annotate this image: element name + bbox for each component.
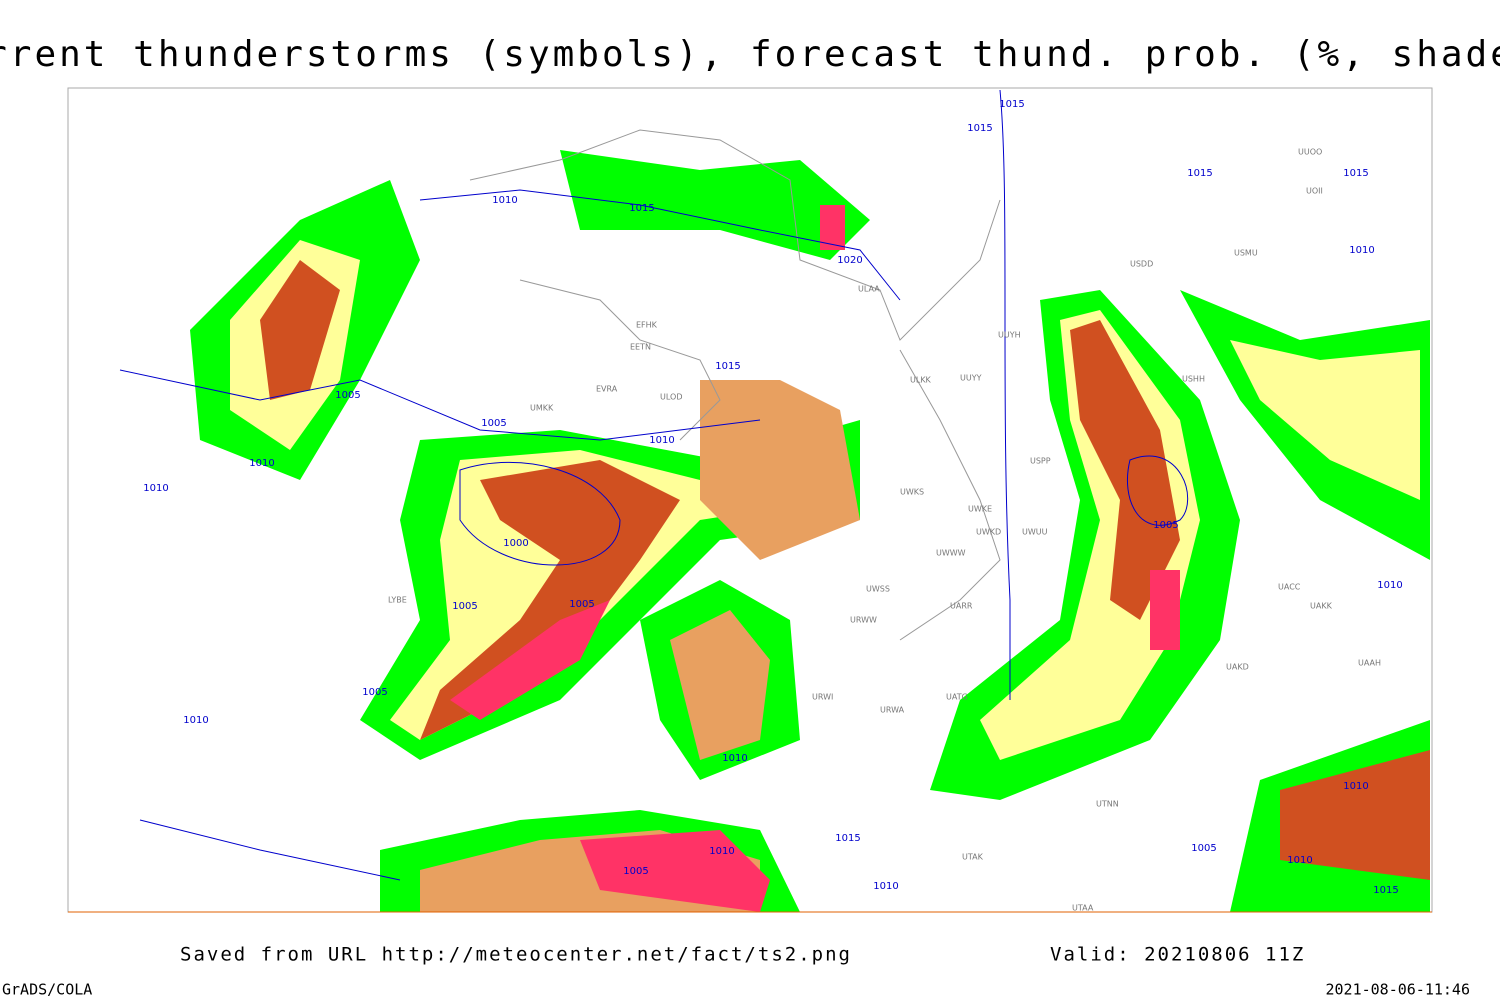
station-label: USPP bbox=[1030, 457, 1051, 466]
station-label: UAKD bbox=[1226, 663, 1249, 672]
station-label: UAAH bbox=[1358, 659, 1381, 668]
isobar-labels: 1015 1015 1015 1015 1010 1010 1015 1020 1015 1005… bbox=[143, 99, 1402, 896]
software: GrADS/COLA bbox=[2, 981, 92, 999]
station-label: UATG bbox=[946, 693, 968, 702]
station-label: UWKD bbox=[976, 528, 1001, 537]
station-label: ULOD bbox=[660, 393, 682, 402]
station-labels: ULAA EFHK EETN EVRA ULOD UMKK ULKK UUYY UUYH USPP… bbox=[388, 148, 1381, 913]
station-label: UWKE bbox=[968, 505, 992, 514]
station-label: UWKS bbox=[900, 488, 924, 497]
station-label: ULAA bbox=[858, 285, 880, 294]
station-label: UUOO bbox=[1298, 148, 1322, 157]
isobar-label: 1010 bbox=[249, 458, 274, 469]
isobar-label: 1010 bbox=[873, 881, 898, 892]
station-label: UWWW bbox=[936, 549, 966, 558]
valid-time: Valid: 20210806 11Z bbox=[1050, 944, 1305, 966]
isobar-label: 1015 bbox=[629, 203, 654, 214]
isobar-label: 1015 bbox=[1187, 168, 1212, 179]
station-label: UUYH bbox=[998, 331, 1021, 340]
station-label: UUYY bbox=[960, 374, 982, 383]
isobar-label: 1005 bbox=[1191, 843, 1216, 854]
isobar-label: 1010 bbox=[722, 753, 747, 764]
isobars bbox=[119, 89, 1189, 881]
station-label: UOII bbox=[1306, 187, 1323, 196]
isobar-label: 1000 bbox=[503, 538, 528, 549]
source-url: Saved from URL http://meteocenter.net/fa… bbox=[180, 944, 852, 966]
station-label: UACC bbox=[1278, 583, 1301, 592]
isobar-label: 1005 bbox=[362, 687, 387, 698]
isobar-label: 1015 bbox=[999, 99, 1024, 110]
isobar-label: 1015 bbox=[967, 123, 992, 134]
isobar-label: 1020 bbox=[837, 255, 862, 266]
isobar-label: 1010 bbox=[1343, 781, 1368, 792]
station-label: USHH bbox=[1182, 375, 1205, 384]
station-label: ULKK bbox=[910, 376, 932, 385]
isobar-label: 1010 bbox=[1349, 245, 1374, 256]
shaded-areas bbox=[190, 150, 1430, 912]
isobar-label: 1005 bbox=[1153, 520, 1178, 531]
isobar-label: 1005 bbox=[335, 390, 360, 401]
isobar-label: 1010 bbox=[183, 715, 208, 726]
station-label: UTNN bbox=[1096, 800, 1119, 809]
isobar-label: 1015 bbox=[1343, 168, 1368, 179]
isobar-label: 1010 bbox=[1377, 580, 1402, 591]
isobar-label: 1010 bbox=[1287, 855, 1312, 866]
station-label: EVRA bbox=[596, 385, 618, 394]
station-label: UWSS bbox=[866, 585, 890, 594]
station-label: USDD bbox=[1130, 260, 1153, 269]
station-label: UWUU bbox=[1022, 528, 1048, 537]
station-label: EFHK bbox=[636, 321, 658, 330]
isobar-label: 1005 bbox=[452, 601, 477, 612]
station-label: EETN bbox=[630, 343, 651, 352]
station-label: URWI bbox=[812, 693, 833, 702]
coastlines bbox=[469, 129, 1001, 641]
station-label: URWW bbox=[850, 616, 877, 625]
isobar-label: 1010 bbox=[709, 846, 734, 857]
station-label: UMKK bbox=[530, 404, 554, 413]
station-label: UTAA bbox=[1072, 904, 1094, 913]
isobar-label: 1010 bbox=[492, 195, 517, 206]
isobar-label: 1015 bbox=[1373, 885, 1398, 896]
station-label: UTAK bbox=[962, 853, 984, 862]
station-label: LYBE bbox=[388, 596, 407, 605]
isobar-label: 1005 bbox=[569, 599, 594, 610]
station-label: UAKK bbox=[1310, 602, 1333, 611]
isobar-label: 1010 bbox=[649, 435, 674, 446]
isobar-label: 1005 bbox=[481, 418, 506, 429]
isobar-label: 1005 bbox=[623, 866, 648, 877]
isobar-label: 1015 bbox=[715, 361, 740, 372]
isobar-label: 1015 bbox=[835, 833, 860, 844]
isobar-label: 1010 bbox=[143, 483, 168, 494]
timestamp: 2021-08-06-11:46 bbox=[1326, 981, 1471, 999]
station-label: UARR bbox=[950, 602, 973, 611]
title: Current thunderstorms (symbols), forecas… bbox=[0, 34, 1500, 75]
station-label: URWA bbox=[880, 706, 905, 715]
station-label: USMU bbox=[1234, 249, 1258, 258]
